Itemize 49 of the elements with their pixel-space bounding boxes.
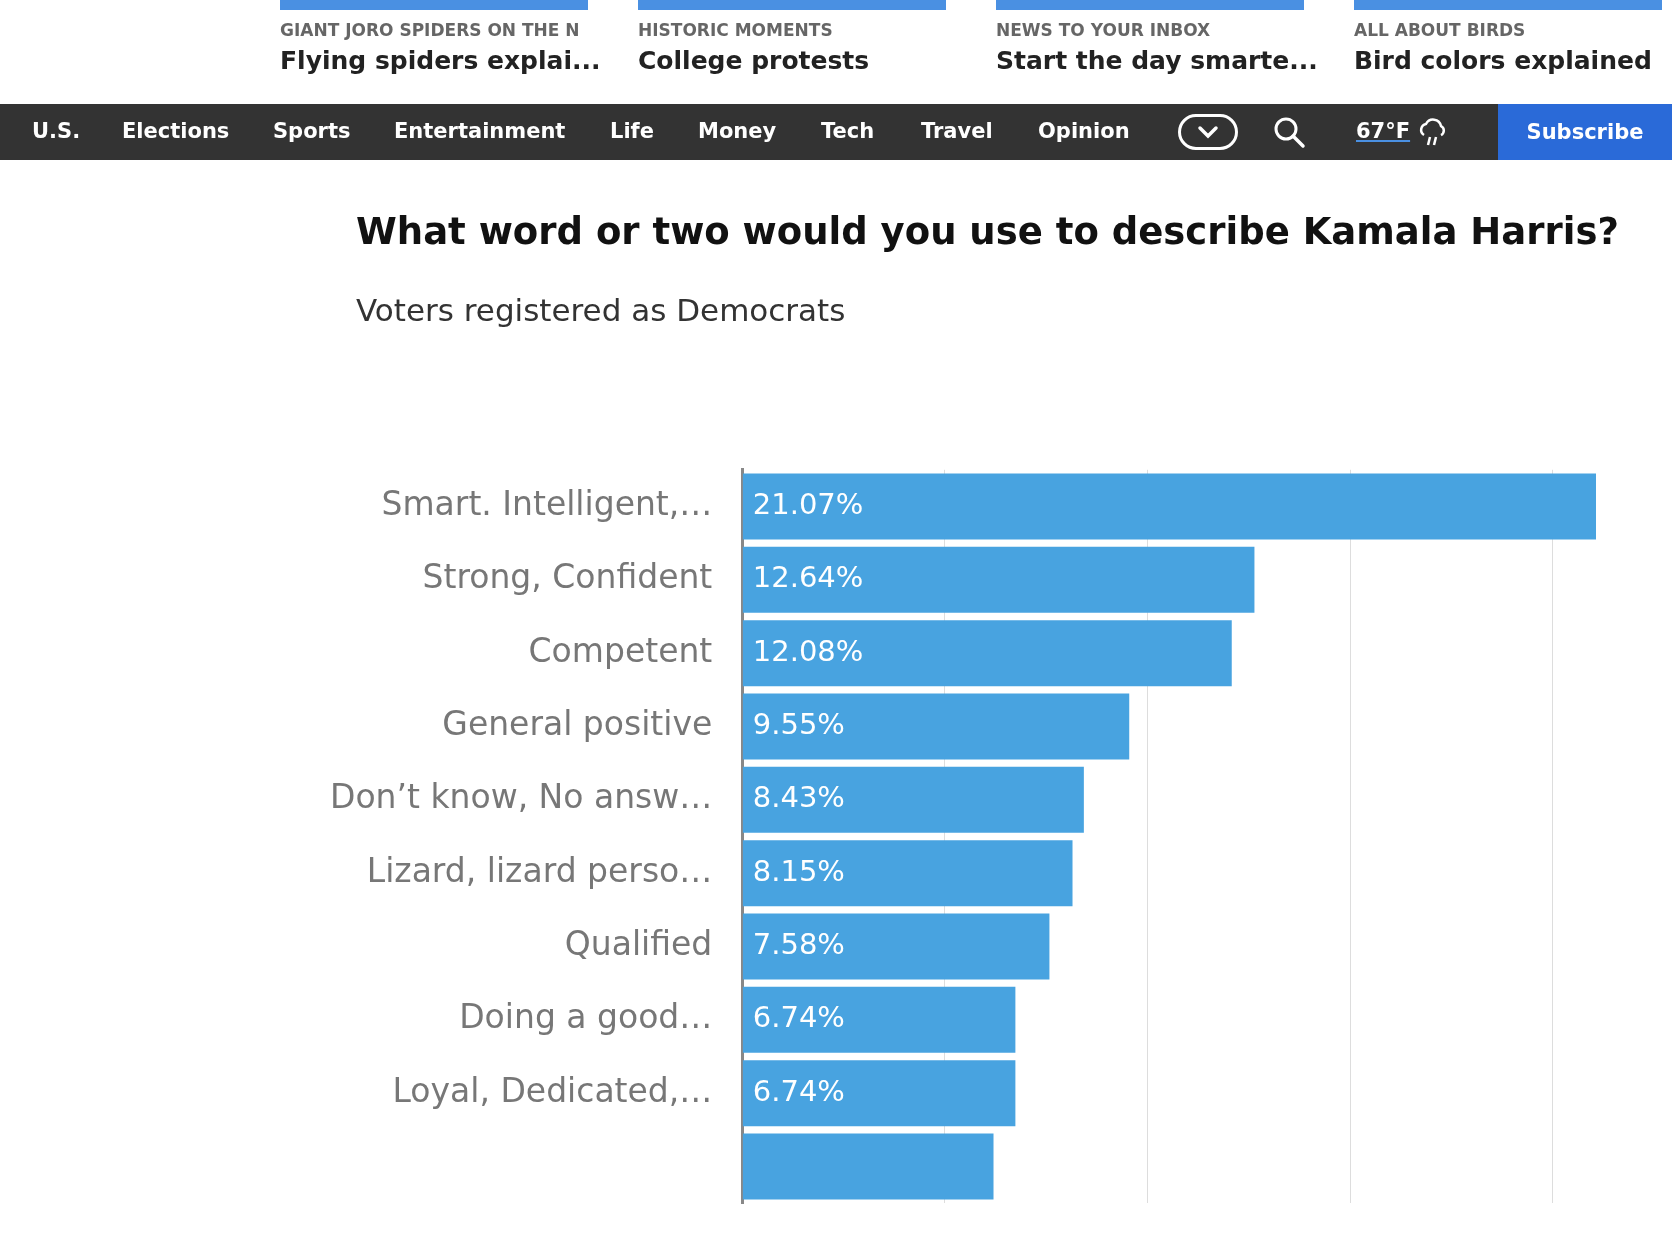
text: GIANT JORO SPIDERS ON THE N	[280, 20, 581, 40]
y-tick-label: Competent	[528, 630, 713, 670]
text: Money	[698, 119, 777, 143]
text: Start the day smarte...	[996, 46, 1318, 75]
text: Opinion	[1038, 119, 1130, 143]
y-tick-label: Doing a good…	[459, 997, 713, 1037]
bar	[742, 620, 1232, 687]
bar	[742, 766, 1084, 833]
y-tick-label: Strong, Confident	[422, 557, 713, 597]
data-label: 6.74%	[752, 1073, 845, 1108]
bar	[742, 693, 1130, 760]
text: Sports	[273, 119, 351, 143]
y-tick-label: Lizard, lizard perso…	[366, 850, 713, 890]
bar	[742, 1060, 1016, 1127]
y-tick-label: Qualified	[564, 924, 713, 964]
data-label: 9.55%	[752, 707, 845, 742]
text: NEWS TO YOUR INBOX	[996, 20, 1212, 40]
text: U.S.	[32, 119, 81, 143]
text: College protests	[638, 46, 871, 75]
text: ALL ABOUT BIRDS	[1354, 20, 1527, 40]
bar	[742, 473, 1596, 540]
text: Life	[610, 119, 654, 143]
data-label: 21.07%	[752, 487, 864, 521]
y-tick-label: Smart. Intelligent,…	[381, 484, 713, 524]
text: Flying spiders explai...	[280, 46, 601, 75]
text: Elections	[122, 119, 230, 143]
text: HISTORIC MOMENTS	[638, 20, 834, 40]
y-tick-label: Loyal, Dedicated,…	[392, 1070, 713, 1110]
y-tick-label: General positive	[442, 704, 713, 744]
y-tick-label: Don’t know, No answ…	[329, 777, 713, 817]
text: Bird colors explained	[1354, 46, 1653, 75]
chart-subtitle: Voters registered as Democrats	[356, 292, 846, 328]
data-label: 8.15%	[752, 853, 845, 888]
bar	[742, 913, 1050, 980]
data-label: 12.64%	[752, 560, 864, 595]
text: Tech	[821, 119, 875, 143]
data-label: 8.43%	[752, 780, 845, 815]
bar	[742, 986, 1016, 1053]
text: Travel	[921, 119, 993, 143]
data-label: 6.74%	[752, 1000, 845, 1035]
data-label: 12.08%	[752, 633, 864, 668]
bar	[742, 840, 1073, 907]
chart-title: What word or two would you use to describe Kamala Harris?	[356, 210, 1619, 253]
text: Entertainment	[394, 119, 566, 143]
text: Subscribe	[1498, 104, 1672, 160]
bar	[742, 546, 1255, 613]
text: 67°F	[1356, 119, 1411, 143]
bar	[742, 1133, 994, 1200]
data-label: 7.58%	[752, 927, 845, 962]
